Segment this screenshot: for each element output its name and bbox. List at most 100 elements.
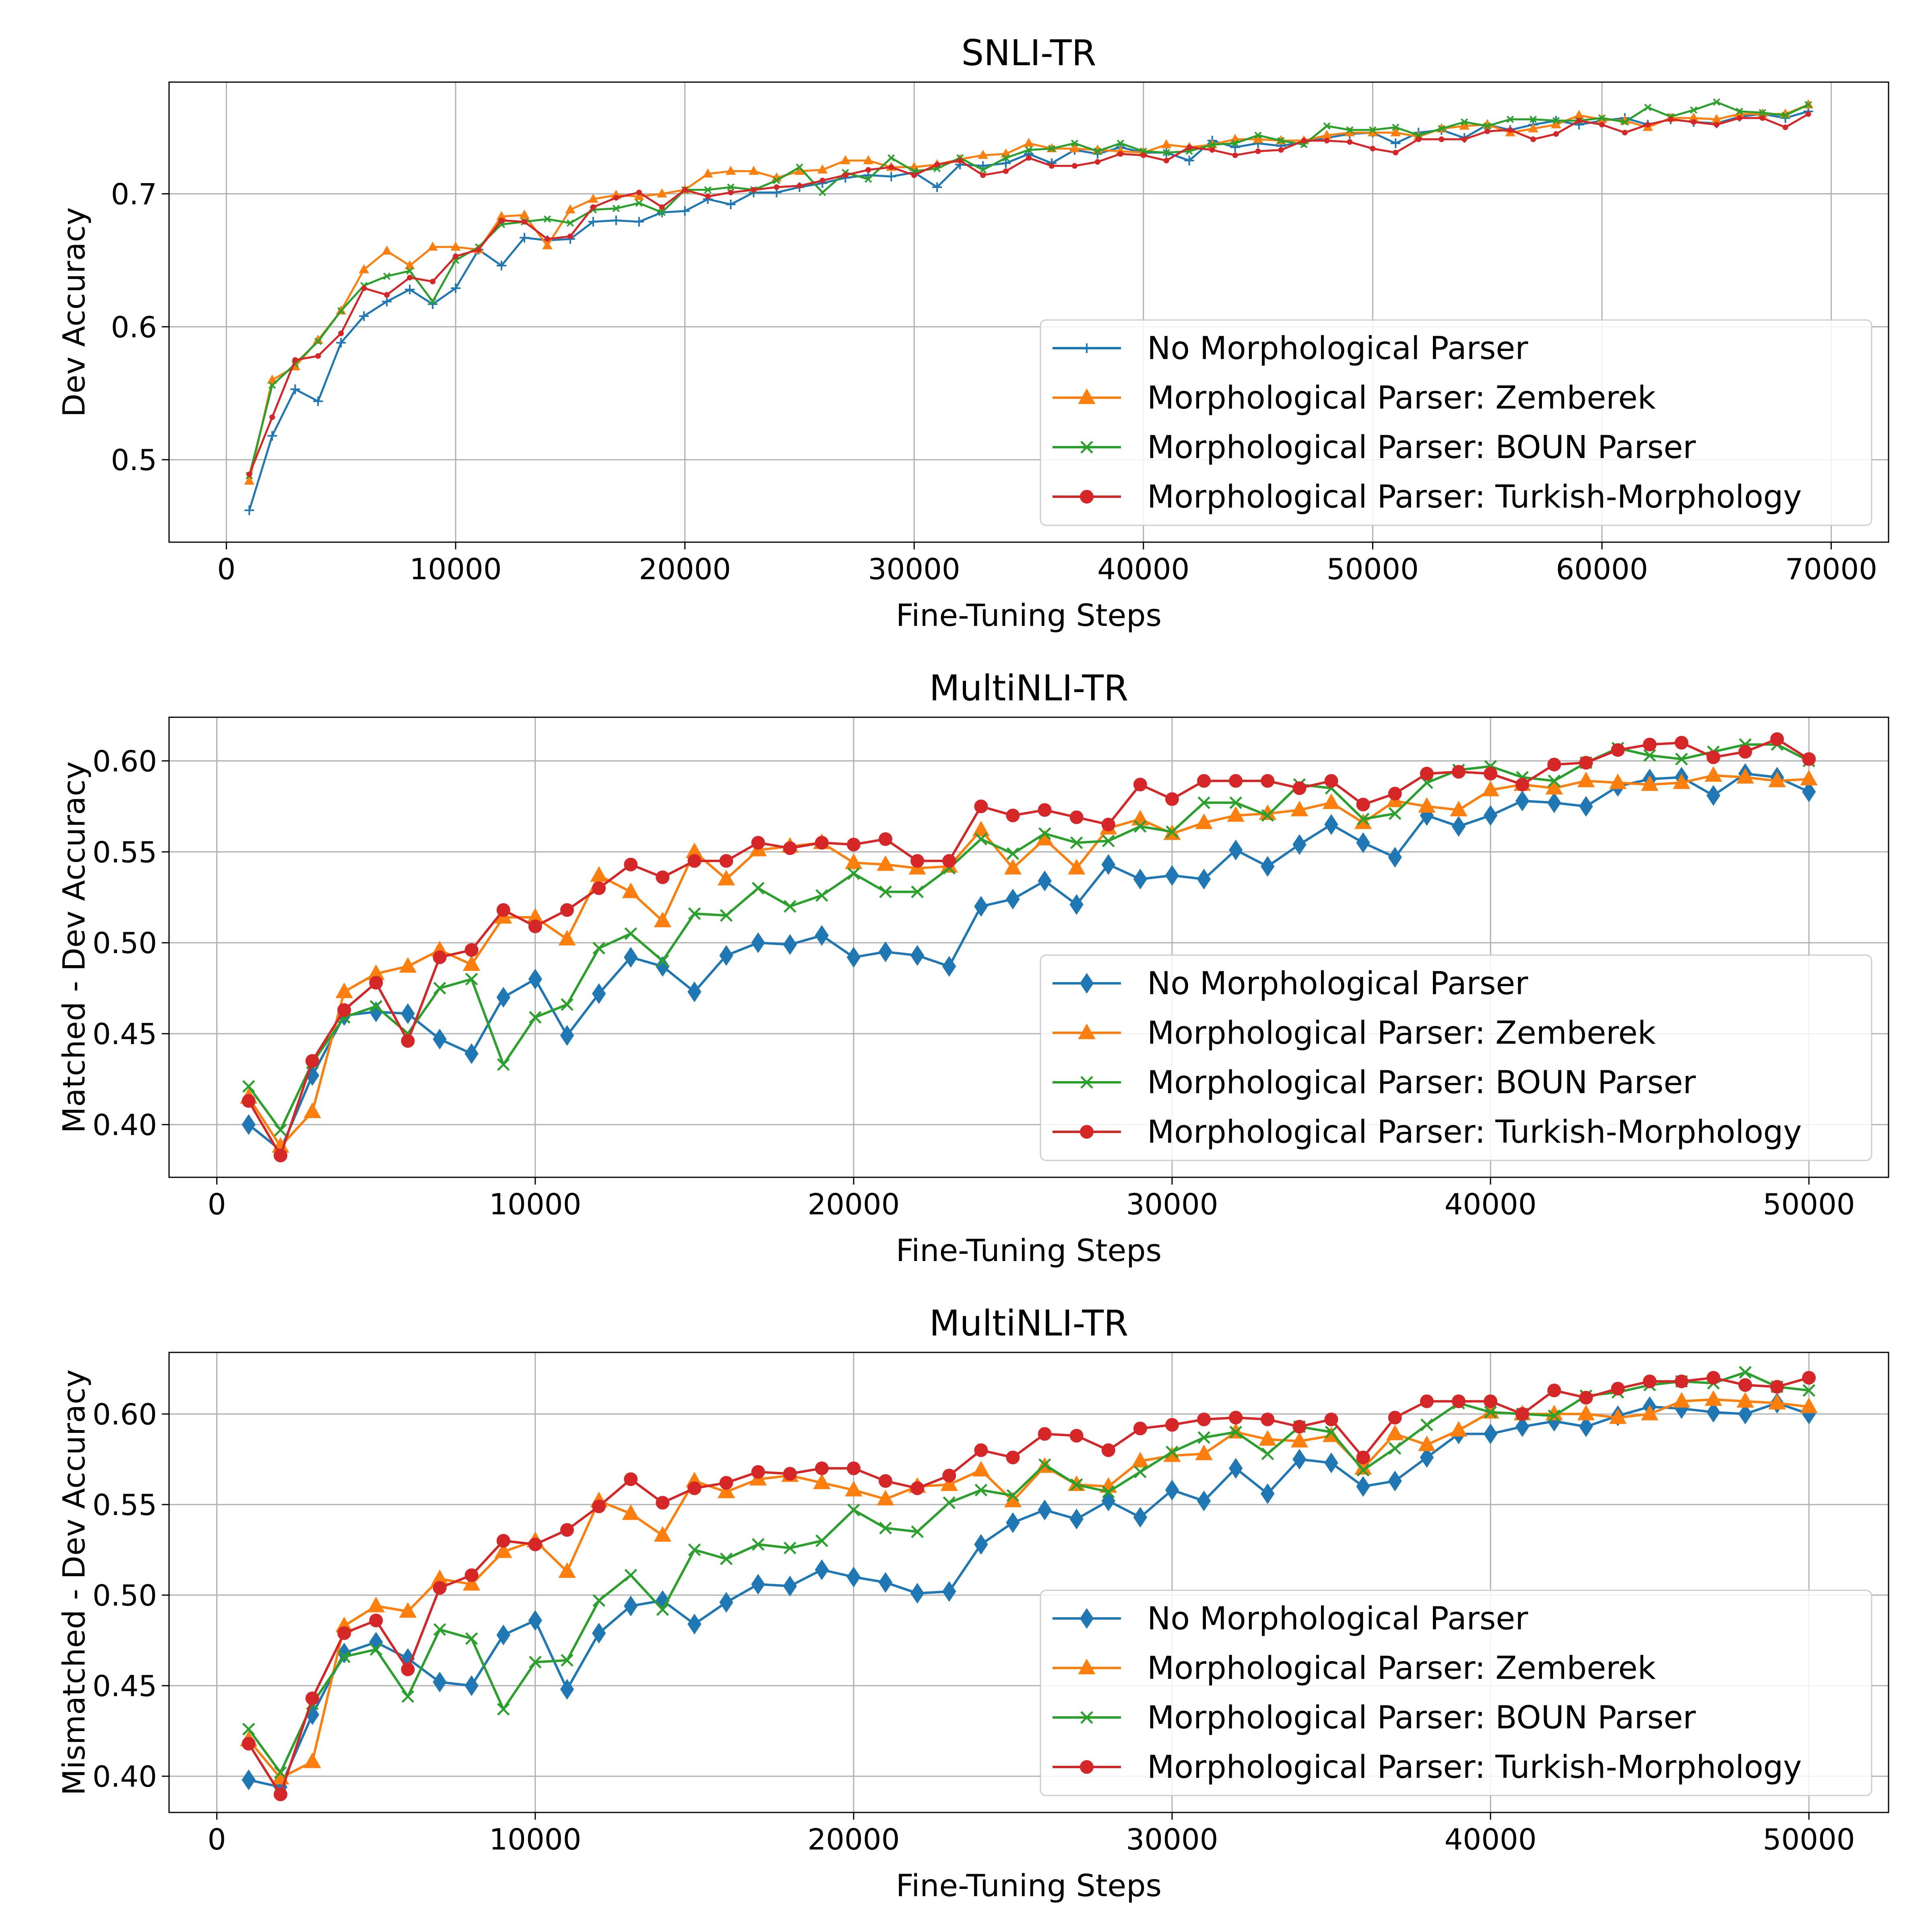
data-point [846,1461,861,1475]
data-point [361,285,367,291]
data-point [1102,1485,1115,1499]
data-point [560,1523,574,1537]
chart-title: MultiNLI-TR [929,667,1128,709]
data-point [1389,807,1402,820]
x-tick-label: 30000 [1126,1823,1218,1856]
data-point [1068,859,1086,875]
data-point [1261,1483,1275,1504]
data-point [433,950,447,964]
data-point [1579,755,1593,770]
data-point [972,821,990,836]
data-point [592,983,606,1004]
data-point [612,204,620,212]
data-point [1576,118,1582,124]
data-point [974,1534,988,1555]
data-point [1002,154,1010,162]
x-axis-label: Fine-Tuning Steps [896,1868,1162,1903]
y-tick-label: 0.55 [93,1488,157,1522]
data-point [978,150,988,159]
data-point [303,1102,321,1119]
legend-label: Morphological Parser: Turkish-Morphology [1147,479,1802,515]
data-point [405,285,415,295]
data-point [1706,1371,1720,1385]
data-point [1071,139,1079,147]
data-point [1609,1408,1627,1424]
data-point [528,919,542,933]
data-point [687,1481,702,1495]
data-point [634,191,644,200]
data-point [1713,122,1719,128]
data-point [274,1123,287,1137]
data-point [1261,809,1274,822]
data-point [1026,155,1032,161]
data-point [1643,737,1657,751]
x-tick-label: 10000 [489,1823,581,1856]
data-point [719,1476,733,1490]
data-point [1611,743,1625,757]
legend-entry: Morphological Parser: Zemberek [1053,380,1656,416]
data-point [1006,1489,1020,1502]
data-point [1391,138,1401,148]
chart-panel-1: 0 10000 20000 30000 40000 50000 60000 70000 0.5 0… [56,32,1889,633]
data-point [1668,116,1674,122]
data-point [1553,131,1559,137]
data-point [1705,1390,1722,1406]
data-point [1673,1392,1690,1408]
data-point [1418,797,1436,813]
data-point [543,215,551,223]
data-point [688,1543,701,1556]
data-point [1197,1431,1210,1444]
data-point [656,870,670,884]
data-point [1393,150,1399,156]
data-point [1049,163,1055,169]
data-point [819,189,826,196]
data-point [1705,766,1722,782]
data-point [337,1003,351,1017]
data-point [1461,136,1468,142]
data-point [1025,146,1033,154]
x-tick-label: 50000 [1763,1823,1855,1856]
data-point [725,165,736,175]
data-point [845,853,863,869]
plot-area [240,1366,1818,1801]
legend-entry: No Morphological Parser [1053,1601,1528,1637]
x-tick-label: 40000 [1097,552,1189,586]
data-point [1438,125,1445,132]
data-point [636,190,642,196]
axes-frame [168,716,1889,1178]
data-point [427,242,438,251]
data-point [1356,1476,1370,1497]
data-point [335,983,353,998]
data-point [1369,126,1377,134]
data-point [242,1094,256,1108]
data-point [942,1469,956,1482]
data-point [1609,773,1627,789]
data-point [1048,145,1056,153]
data-point [624,1472,638,1486]
data-point [383,272,391,280]
data-point [242,1114,256,1135]
data-point [464,1675,479,1696]
data-point [1738,1378,1752,1392]
legend-entry: Morphological Parser: Zemberek [1053,1015,1656,1051]
data-point [1069,143,1080,153]
series-line [248,774,1809,1148]
data-point [934,161,940,167]
data-point [1006,847,1020,860]
data-point [815,1534,828,1547]
data-point [1278,147,1284,153]
data-point [1579,796,1593,817]
data-point [1101,817,1115,832]
data-point [433,1581,447,1595]
data-point [1197,774,1211,788]
data-point [401,1690,415,1703]
data-point [783,1575,797,1597]
data-point [1577,772,1595,787]
data-point [384,292,390,298]
data-point [656,954,669,968]
data-point [624,927,637,940]
data-point [783,1542,797,1554]
legend-label: Morphological Parser: BOUN Parser [1147,1700,1696,1736]
data-point [565,204,576,214]
legend-label: Morphological Parser: Zemberek [1147,1650,1656,1686]
